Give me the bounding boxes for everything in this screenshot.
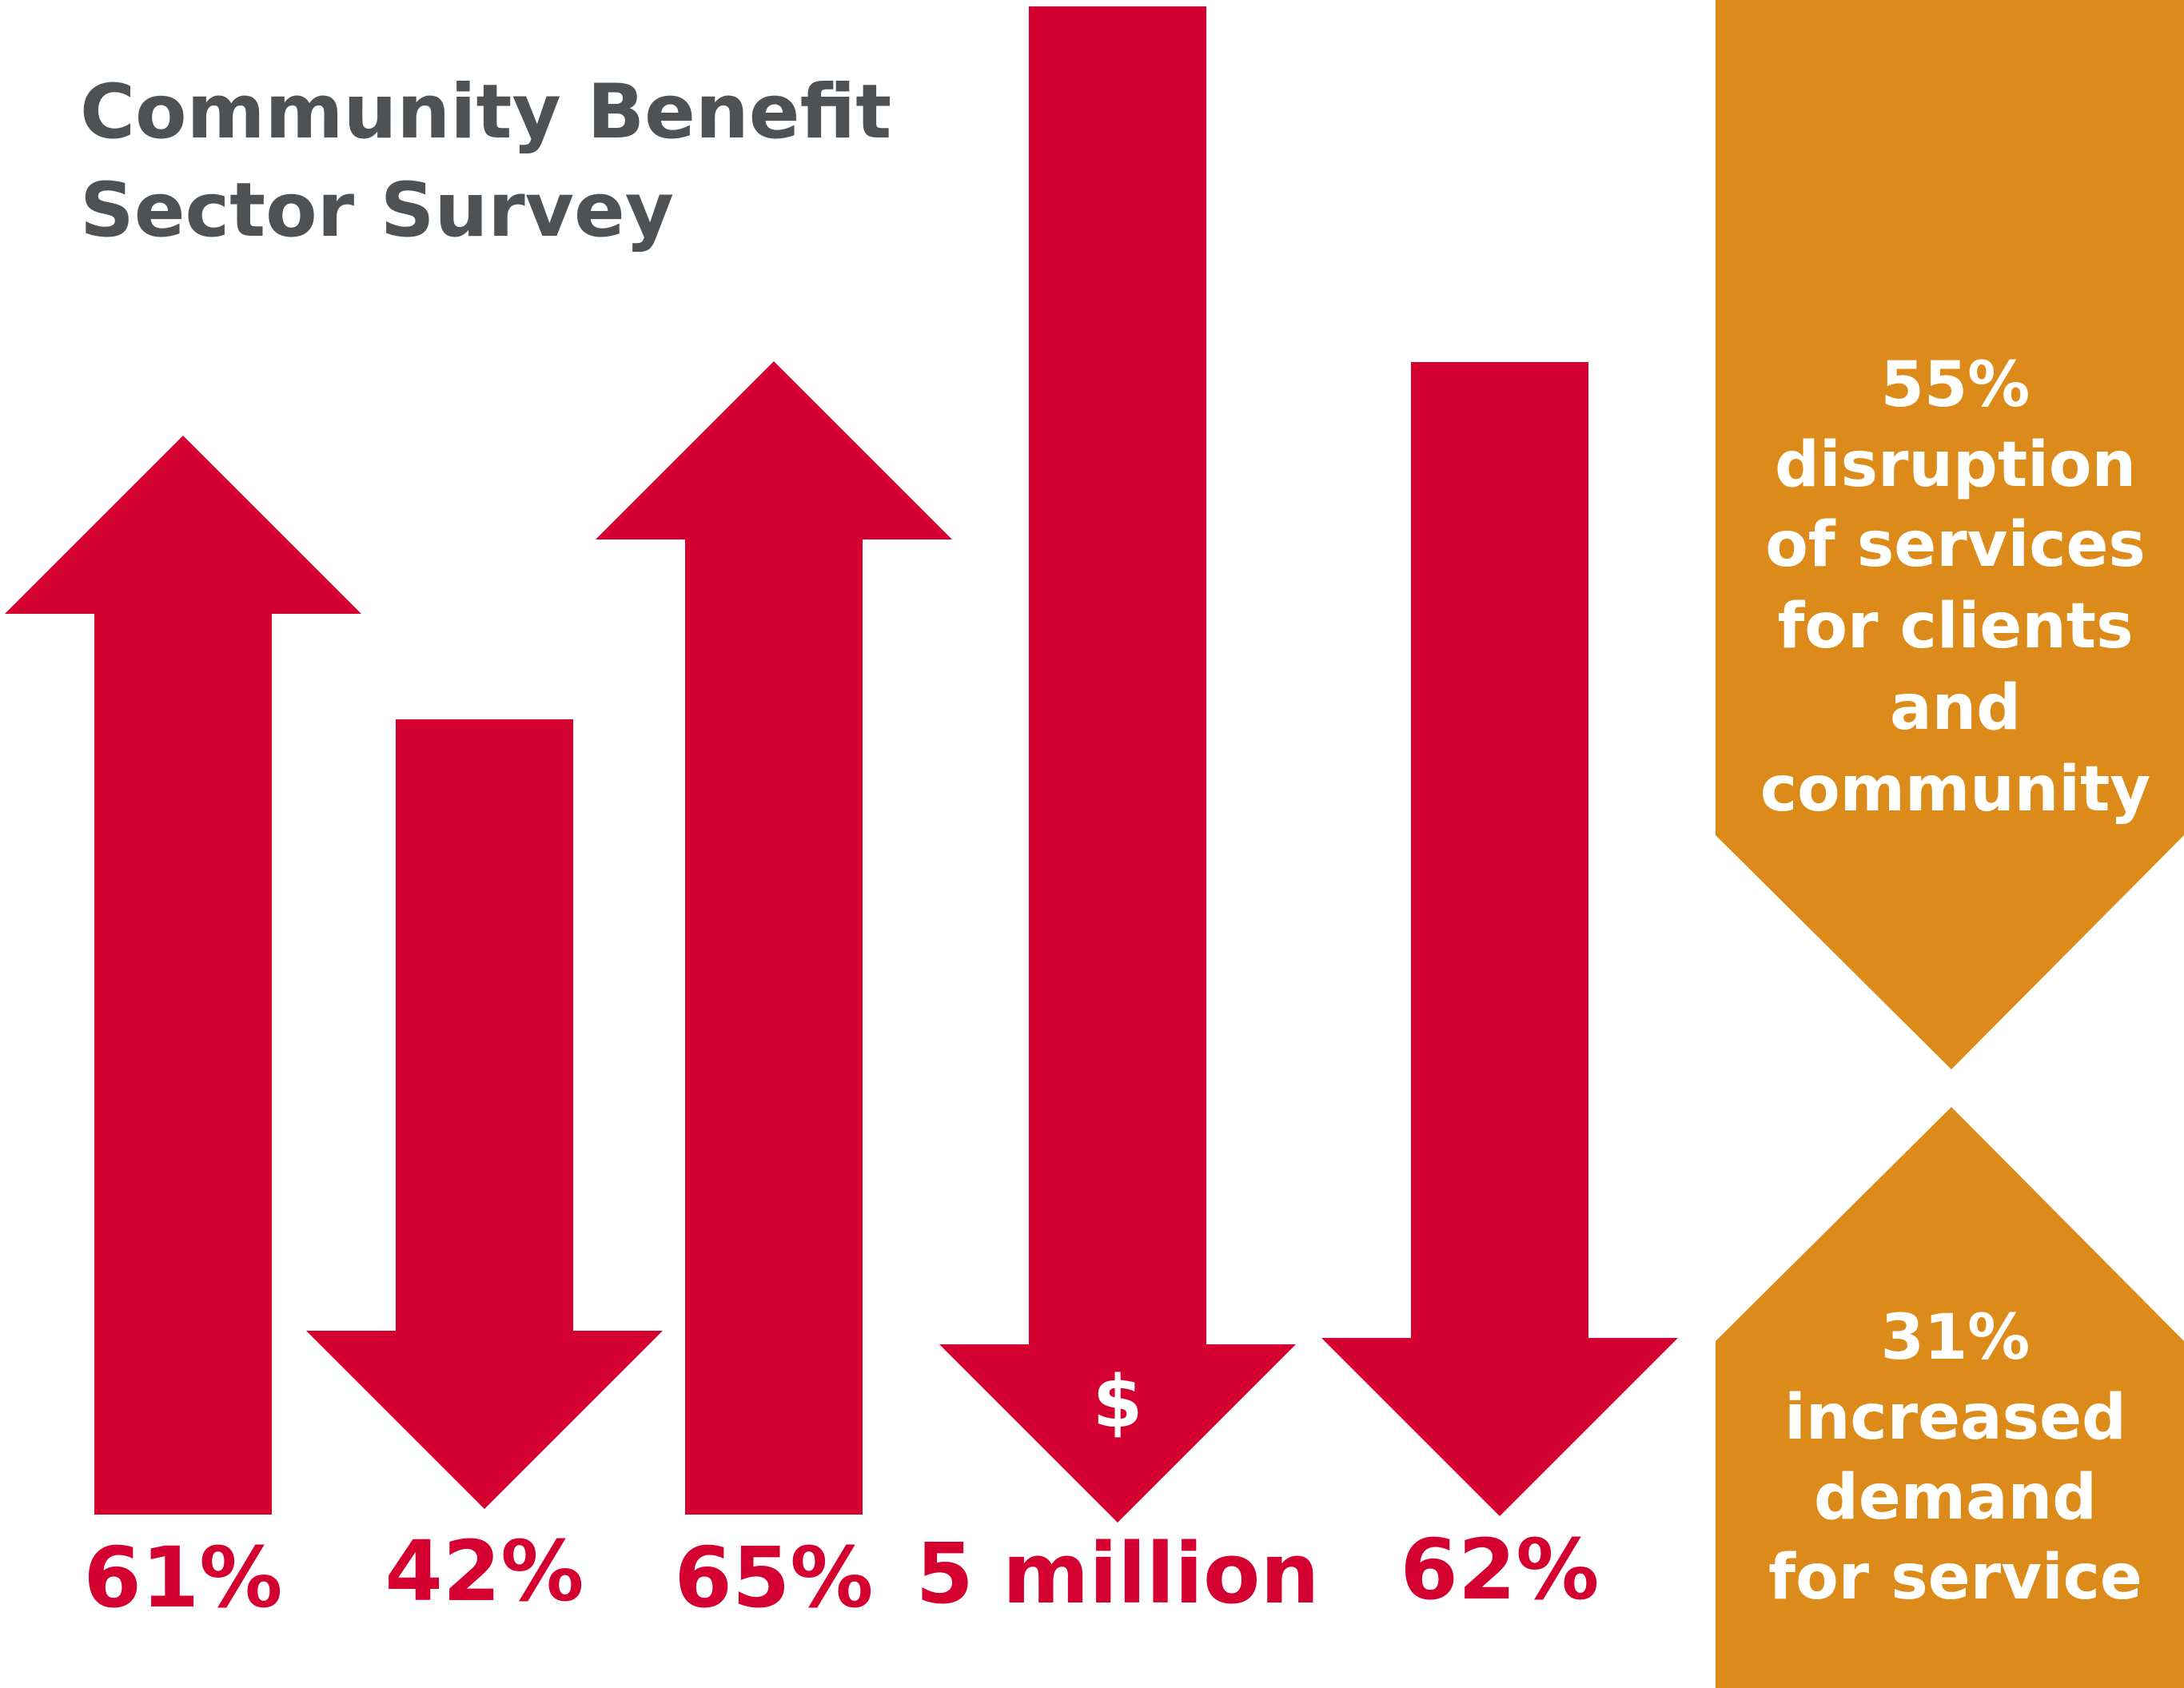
card-55-background [1716,0,2184,1069]
arrow-down-4 [939,6,1296,1523]
card-55-line-2: disruption [1775,429,2136,501]
arrow-label-5: 62% [1401,1521,1600,1618]
arrow-down-2 [306,719,663,1509]
arrow-label-4: 5 million [915,1525,1319,1622]
card-55-line-4: for clients [1778,591,2134,663]
arrow-up-1 [5,436,361,1515]
card-55-line-1: 55% [1881,349,2031,421]
card-31-background [1716,1107,2184,1688]
dollar-icon: $ [1093,1360,1143,1444]
arrow-label-1: 61% [84,1529,283,1626]
arrow-label-3: 65% [675,1529,874,1626]
arrow-chart: 61% 42% 65% $5 million 62% [5,6,1678,1626]
card-55-line-6: community [1760,754,2150,826]
page-title-line-1: Community Benefit [80,69,891,156]
arrow-label-2: 42% [385,1523,584,1620]
card-31-line-3: demand [1814,1462,2097,1534]
page-title-line-2: Sector Survey [80,167,674,254]
card-55-line-3: of services [1765,509,2146,581]
card-31-line-1: 31% [1881,1302,2031,1374]
card-31-line-2: increased [1784,1382,2126,1454]
arrow-down-5 [1321,362,1678,1516]
arrow-up-3 [596,361,952,1515]
card-55-line-5: and [1890,672,2021,744]
card-31-line-4: for service [1768,1542,2142,1614]
